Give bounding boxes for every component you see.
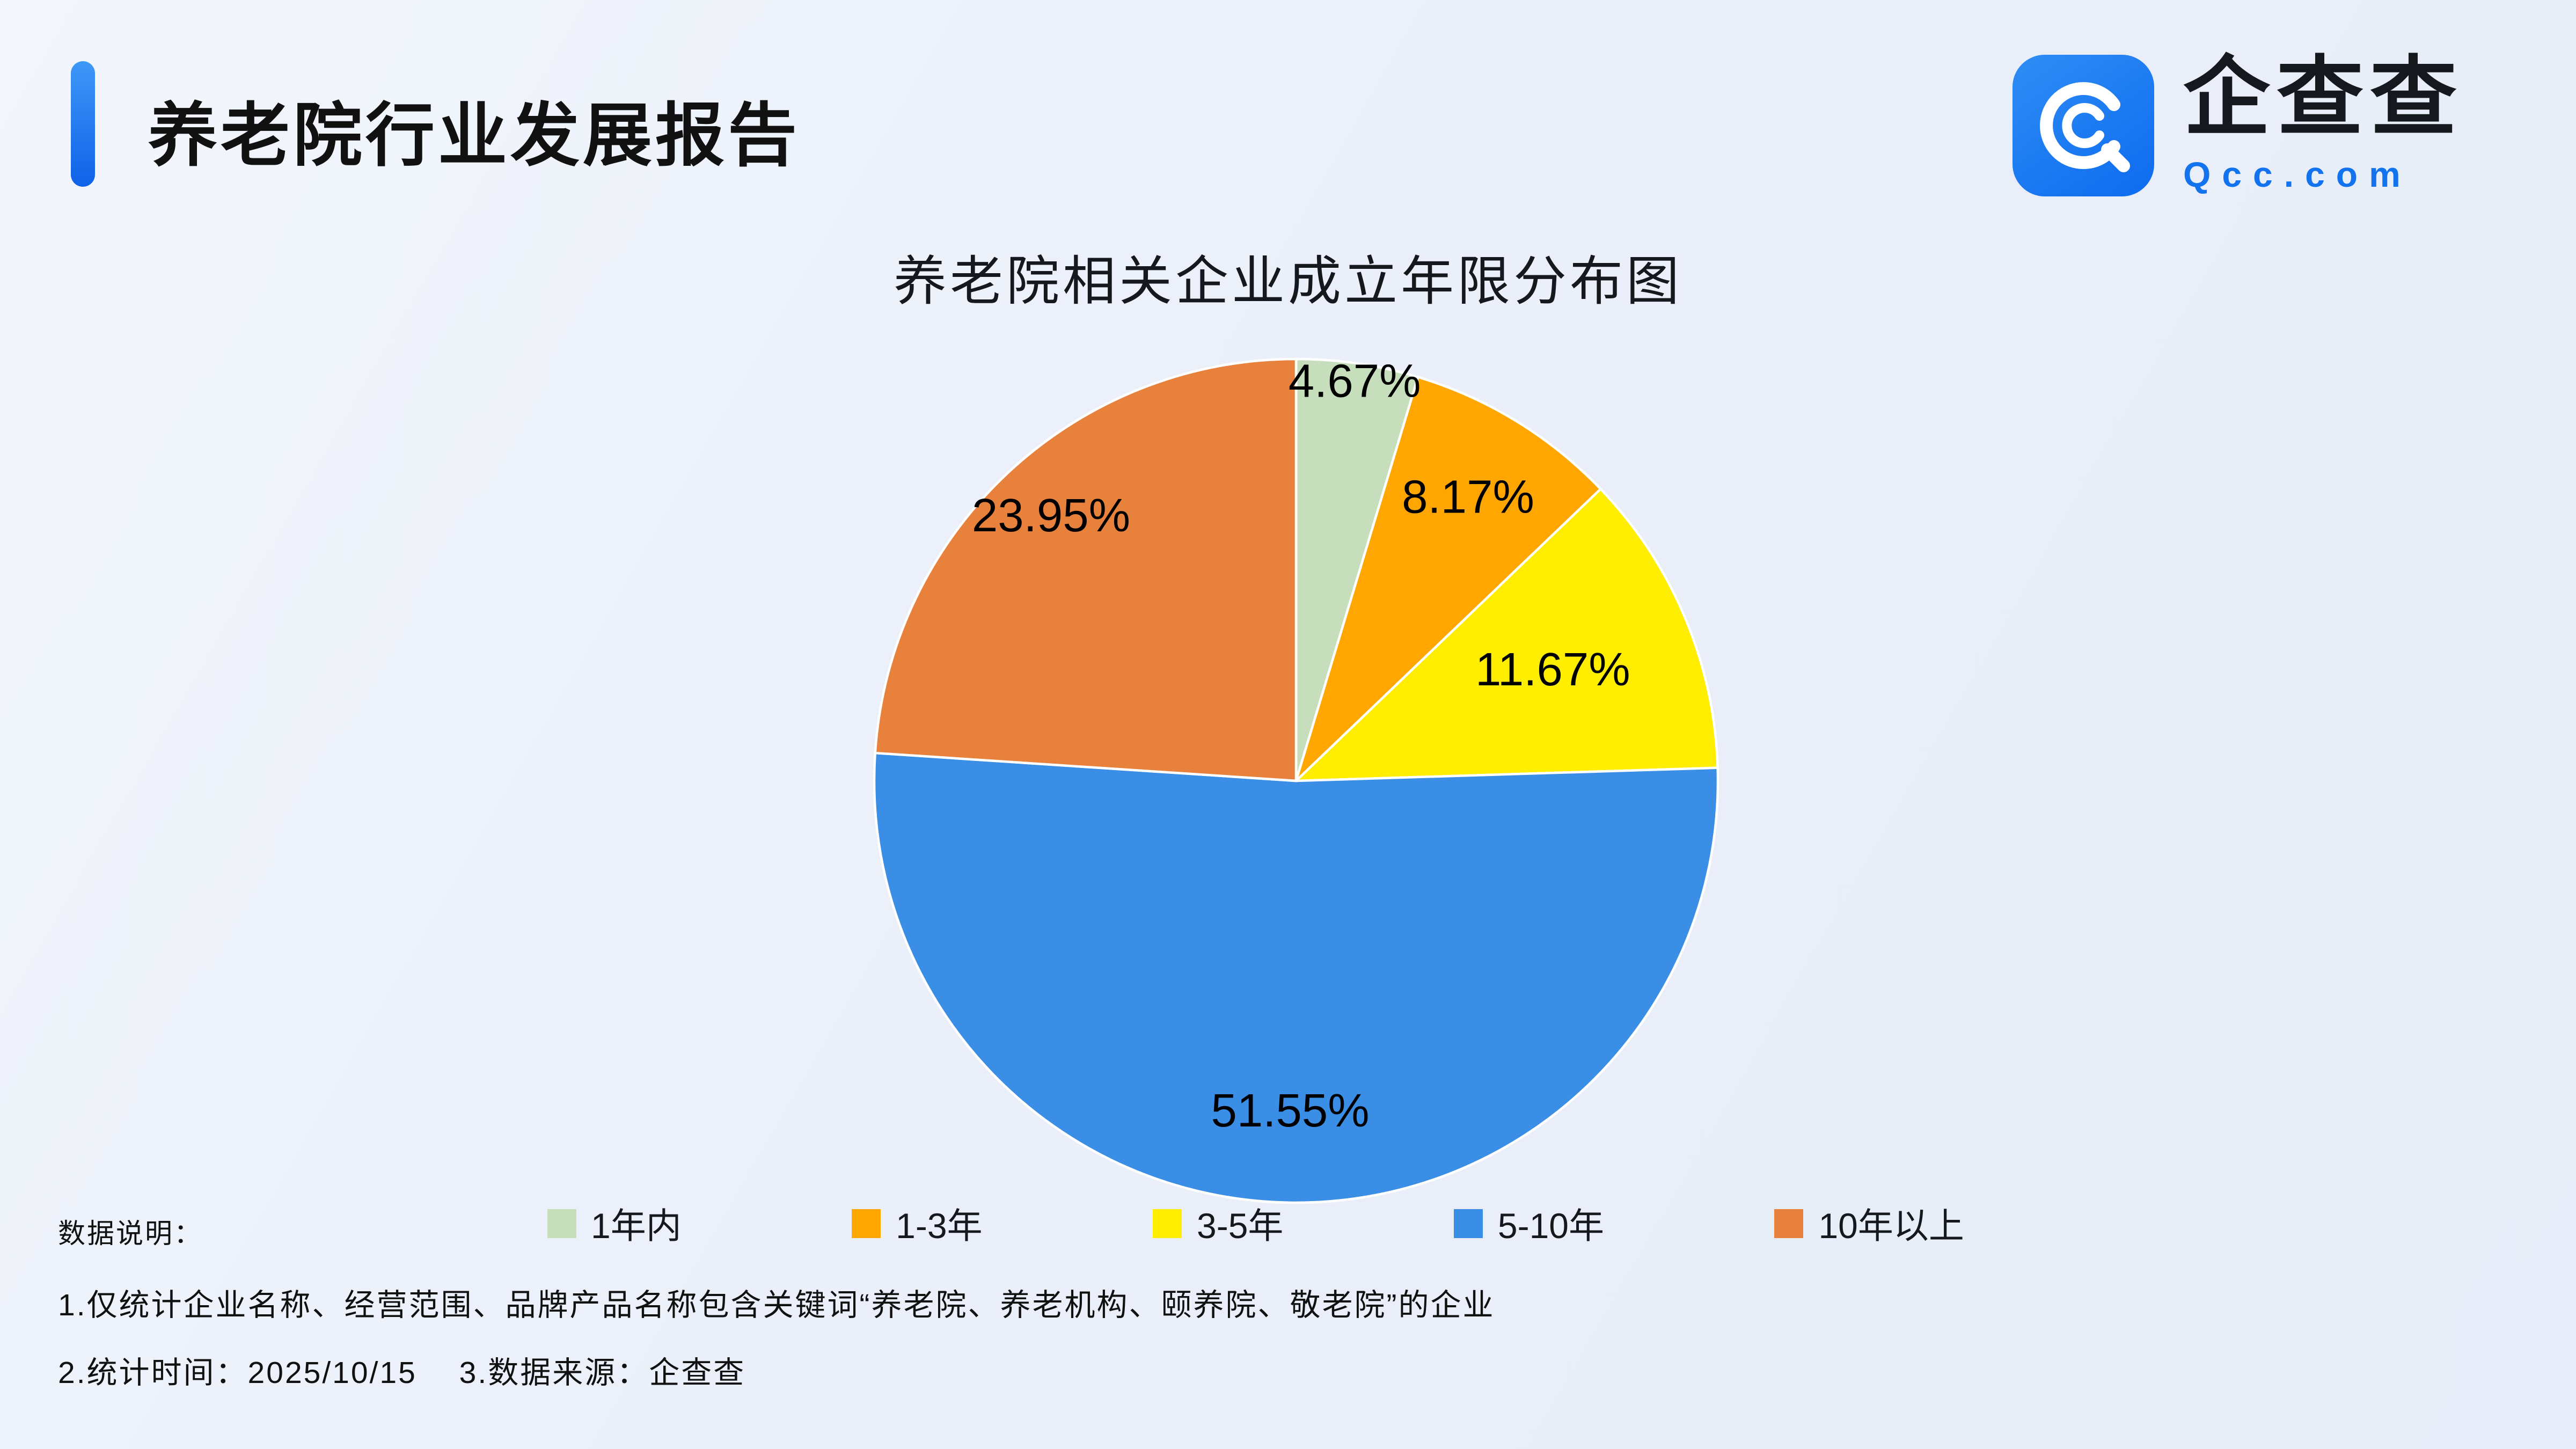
legend-item-1-3年: 1-3年 xyxy=(852,1198,983,1249)
legend-label-1-3年: 1-3年 xyxy=(896,1206,983,1246)
pie-label-1年内: 4.67% xyxy=(1289,355,1421,407)
pie-label-10年以上: 23.95% xyxy=(972,489,1130,541)
legend-label-3-5年: 3-5年 xyxy=(1197,1206,1284,1246)
legend-item-5-10年: 5-10年 xyxy=(1454,1198,1604,1249)
data-note-1: 1.仅统计企业名称、经营范围、品牌产品名称包含关键词“养老院、养老机构、颐养院、… xyxy=(58,1290,1495,1323)
pie-slice-1-3年 xyxy=(1293,375,1602,785)
legend-item-10年以上: 10年以上 xyxy=(1775,1198,1964,1249)
pie-label-1-3年: 8.17% xyxy=(1402,471,1534,523)
chart-title: 养老院相关企业成立年限分布图 xyxy=(894,251,1682,311)
qcc-logo-text: 企查查 Qcc.com xyxy=(2183,55,2463,196)
pie-slice-3-5年 xyxy=(1293,487,1719,782)
qcc-logo: 企查查 Qcc.com xyxy=(2012,55,2463,196)
pie-slice-5-10年 xyxy=(873,751,1719,1204)
legend-swatch-1年内 xyxy=(547,1209,576,1238)
title-accent-bar xyxy=(71,61,95,187)
page-title: 养老院行业发展报告 xyxy=(148,98,800,175)
legend-swatch-10年以上 xyxy=(1775,1209,1804,1238)
magnifier-icon xyxy=(2040,82,2130,172)
legend-item-3-5年: 3-5年 xyxy=(1153,1198,1283,1249)
legend-item-1年内: 1年内 xyxy=(547,1198,682,1249)
pie-label-5-10年: 51.55% xyxy=(1211,1085,1370,1137)
qcc-logo-domain: Qcc.com xyxy=(2183,155,2412,195)
qcc-logo-icon xyxy=(2012,55,2154,196)
data-note-2: 2.统计时间：2025/10/15 3.数据来源：企查查 xyxy=(58,1357,746,1391)
legend-swatch-3-5年 xyxy=(1153,1209,1183,1238)
pie-slice-10年以上 xyxy=(874,357,1298,782)
qcc-logo-name: 企查查 xyxy=(2183,50,2463,147)
data-note-label: 数据说明： xyxy=(58,1219,203,1249)
legend-label-1年内: 1年内 xyxy=(591,1206,682,1246)
legend-label-5-10年: 5-10年 xyxy=(1497,1206,1605,1246)
legend-swatch-1-3年 xyxy=(852,1209,882,1238)
legend-swatch-5-10年 xyxy=(1454,1209,1483,1238)
chart-legend: 1年内 1-3年 3-5年 5-10年 10年以上 xyxy=(547,1198,1964,1249)
legend-label-10年以上: 10年以上 xyxy=(1818,1206,1964,1246)
pie-slice-1年内 xyxy=(1294,357,1420,781)
pie-label-3-5年: 11.67% xyxy=(1475,643,1630,696)
